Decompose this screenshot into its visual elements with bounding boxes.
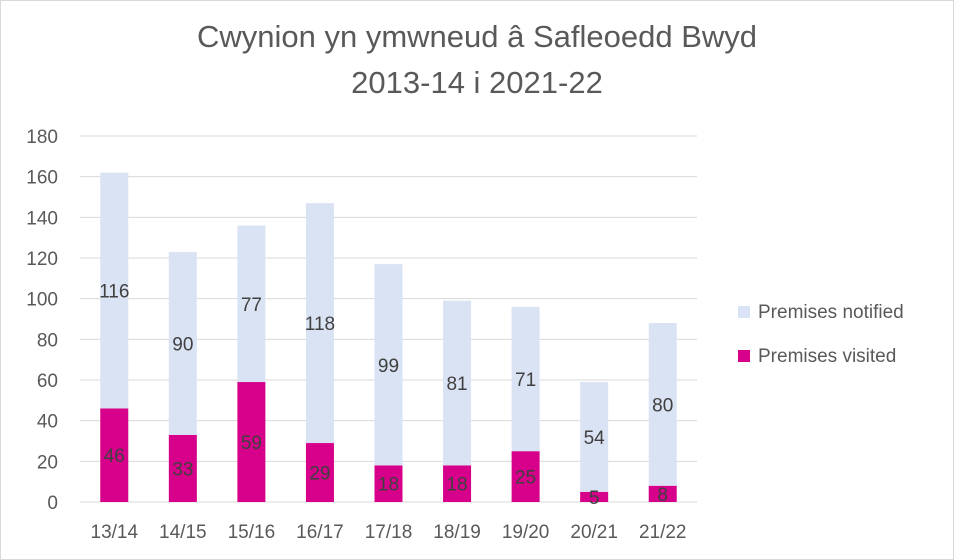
chart-subtitle: 2013-14 i 2021-22 bbox=[351, 65, 603, 100]
x-tick-label: 20/21 bbox=[570, 522, 618, 543]
legend-swatch-premises-notified bbox=[738, 306, 750, 318]
data-label-premises-notified: 80 bbox=[652, 395, 673, 416]
data-label-premises-notified: 77 bbox=[241, 295, 262, 316]
x-tick-label: 14/15 bbox=[159, 522, 207, 543]
bar-premises-notified bbox=[443, 300, 472, 466]
bar-premises-visited bbox=[237, 382, 266, 502]
x-tick-label: 18/19 bbox=[433, 522, 481, 543]
data-label-premises-visited: 59 bbox=[241, 433, 262, 454]
bar-premises-notified bbox=[580, 382, 609, 492]
bar-premises-notified bbox=[648, 323, 677, 486]
data-label-premises-visited: 18 bbox=[378, 475, 399, 496]
data-label-premises-visited: 18 bbox=[446, 475, 467, 496]
data-label-premises-visited: 25 bbox=[515, 468, 536, 489]
legend-label-premises-notified: Premises notified bbox=[758, 302, 904, 323]
bar-premises-visited bbox=[580, 491, 609, 502]
bar-premises-notified bbox=[511, 306, 540, 452]
data-label-premises-notified: 54 bbox=[584, 428, 606, 449]
x-tick-label: 13/14 bbox=[91, 522, 139, 543]
y-tick-label: 60 bbox=[37, 371, 58, 392]
data-label-premises-visited: 33 bbox=[172, 459, 193, 480]
y-tick-label: 140 bbox=[26, 208, 58, 229]
bar-premises-notified bbox=[305, 203, 334, 444]
legend-swatch-premises-visited bbox=[738, 350, 750, 362]
data-label-premises-visited: 5 bbox=[589, 488, 600, 509]
data-label-premises-notified: 116 bbox=[99, 282, 129, 303]
bar-premises-visited bbox=[305, 443, 334, 502]
data-label-premises-visited: 29 bbox=[309, 464, 330, 485]
x-tick-label: 19/20 bbox=[502, 522, 550, 543]
y-tick-label: 0 bbox=[47, 493, 58, 514]
x-tick-label: 15/16 bbox=[228, 522, 276, 543]
legend-label-premises-visited: Premises visited bbox=[758, 346, 896, 367]
bar-premises-visited bbox=[100, 408, 129, 502]
bar-premises-notified bbox=[237, 225, 266, 383]
bar-premises-notified bbox=[168, 251, 197, 435]
y-tick-label: 40 bbox=[37, 412, 58, 433]
x-tick-label: 21/22 bbox=[639, 522, 687, 543]
data-label-premises-notified: 81 bbox=[446, 374, 467, 395]
chart-title-block: Cwynion yn ymwneud â Safleoedd Bwyd 2013… bbox=[0, 14, 954, 106]
y-tick-label: 120 bbox=[26, 249, 58, 270]
bar-premises-notified bbox=[374, 264, 403, 466]
y-tick-label: 100 bbox=[26, 290, 58, 311]
bar-premises-visited bbox=[511, 451, 540, 502]
x-tick-label: 17/18 bbox=[365, 522, 413, 543]
x-tick-label: 16/17 bbox=[296, 522, 344, 543]
data-label-premises-visited: 46 bbox=[104, 446, 125, 467]
bar-premises-visited bbox=[374, 465, 403, 502]
bar-premises-visited bbox=[168, 434, 197, 502]
y-tick-label: 160 bbox=[26, 168, 58, 189]
bar-premises-notified bbox=[100, 172, 129, 409]
data-label-premises-notified: 99 bbox=[378, 356, 399, 377]
data-label-premises-notified: 118 bbox=[305, 314, 335, 335]
data-label-premises-visited: 8 bbox=[657, 485, 668, 506]
data-label-premises-notified: 71 bbox=[515, 370, 536, 391]
bar-premises-visited bbox=[443, 465, 472, 502]
y-tick-label: 80 bbox=[37, 330, 58, 351]
bar-premises-visited bbox=[648, 485, 677, 502]
y-tick-label: 180 bbox=[26, 127, 58, 148]
y-tick-label: 20 bbox=[37, 452, 58, 473]
data-label-premises-notified: 90 bbox=[172, 334, 193, 355]
chart-title: Cwynion yn ymwneud â Safleoedd Bwyd bbox=[196, 19, 758, 54]
